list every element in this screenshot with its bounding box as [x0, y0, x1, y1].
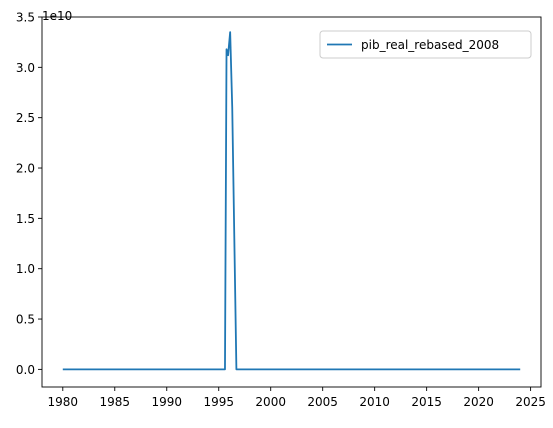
x-tick-label: 1985 [99, 395, 130, 409]
x-tick-label: 2025 [515, 395, 546, 409]
plot-background [42, 17, 541, 387]
y-tick-label: 3.0 [16, 61, 35, 75]
x-tick-label: 2015 [411, 395, 442, 409]
y-tick-label: 0.0 [16, 363, 35, 377]
legend-label: pib_real_rebased_2008 [361, 38, 499, 52]
x-tick-label: 2000 [255, 395, 286, 409]
plot-area [42, 17, 541, 387]
x-tick-label: 2005 [307, 395, 338, 409]
x-tick-label: 1990 [151, 395, 182, 409]
y-tick-label: 1.5 [16, 212, 35, 226]
x-tick-label: 1980 [48, 395, 79, 409]
x-tick-label: 2020 [463, 395, 494, 409]
x-tick-label: 2010 [359, 395, 390, 409]
x-tick-label: 1995 [203, 395, 234, 409]
legend: pib_real_rebased_2008 [320, 31, 531, 58]
y-tick-label: 1.0 [16, 262, 35, 276]
y-tick-label: 2.5 [16, 111, 35, 125]
y-tick-label: 2.0 [16, 162, 35, 176]
y-offset-label: 1e10 [42, 9, 72, 23]
y-tick-label: 0.5 [16, 313, 35, 327]
y-tick-label: 3.5 [16, 11, 35, 25]
